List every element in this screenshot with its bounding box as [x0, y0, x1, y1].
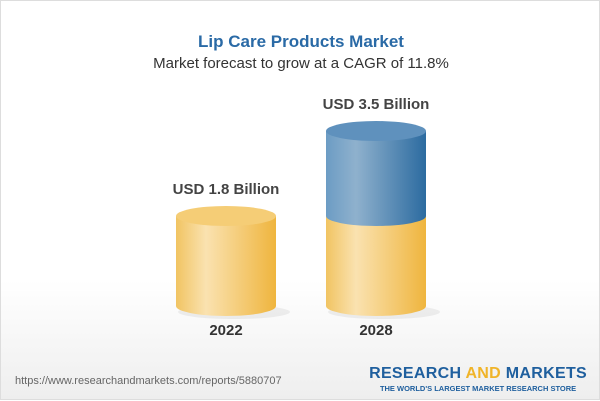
source-url[interactable]: https://www.researchandmarkets.com/repor… [15, 375, 282, 387]
x-tick-label: 2028 [359, 322, 392, 339]
logo-text-1: RESEARCH [369, 365, 466, 382]
x-tick-label: 2022 [209, 322, 242, 339]
bar-growth-2028-top [326, 121, 426, 141]
data-label: USD 3.5 Billion [323, 96, 430, 113]
research-and-markets-logo: RESEARCH AND MARKETS THE WORLD'S LARGEST… [369, 365, 587, 393]
logo-tagline: THE WORLD'S LARGEST MARKET RESEARCH STOR… [379, 384, 577, 393]
bar-growth-2028 [326, 131, 426, 226]
chart-subtitle: Market forecast to grow at a CAGR of 11.… [153, 55, 449, 72]
logo-text-2: AND [465, 365, 502, 382]
bar-2022 [176, 216, 276, 316]
data-label: USD 1.8 Billion [173, 181, 280, 198]
bar-base-2028 [326, 216, 426, 316]
chart-title: Lip Care Products Market [198, 32, 404, 51]
bar-2022-top [176, 206, 276, 226]
logo-text-3: MARKETS [501, 365, 587, 382]
